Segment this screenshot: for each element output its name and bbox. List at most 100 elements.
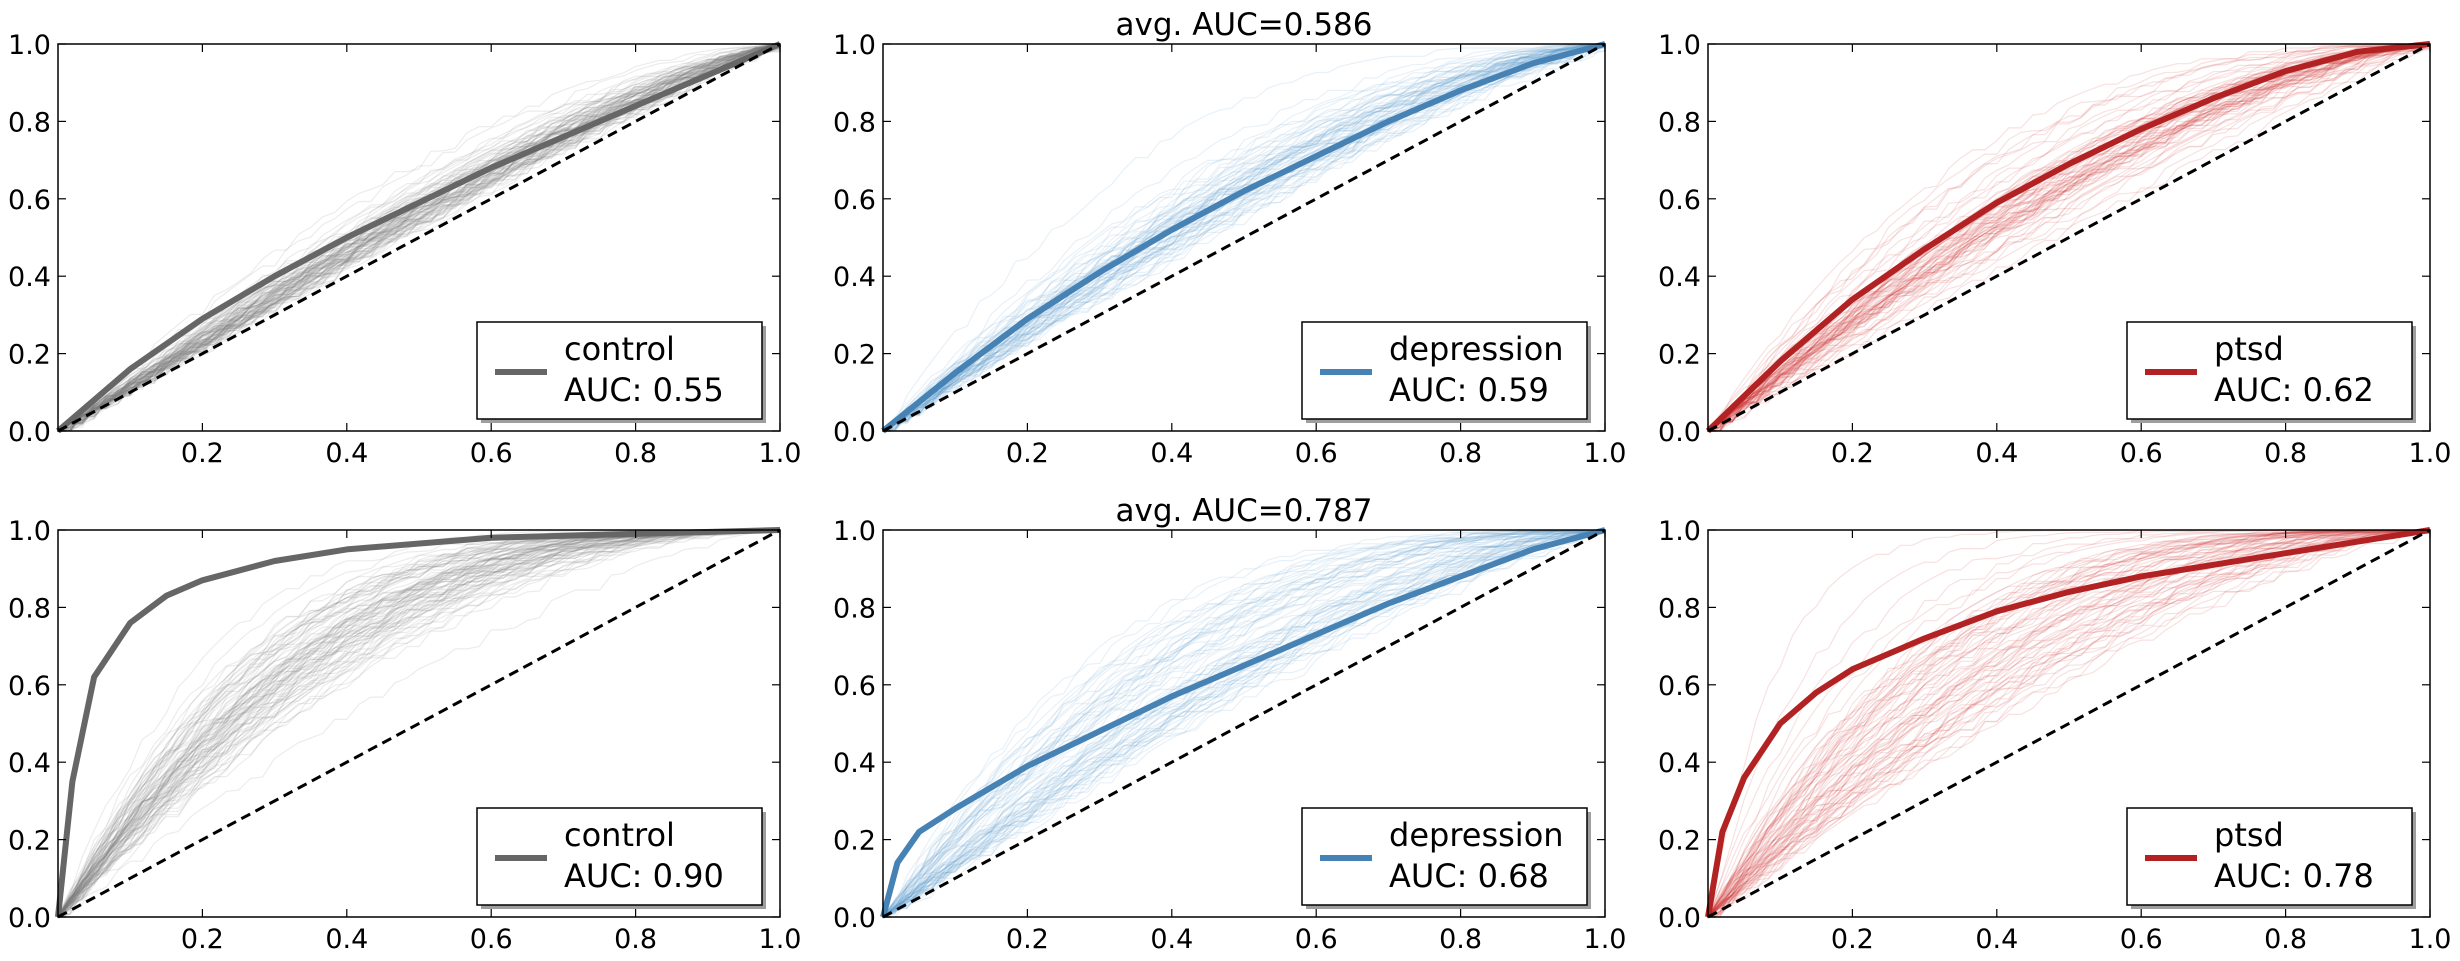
- roc-trace: [58, 530, 780, 917]
- roc-trace: [1708, 44, 2430, 431]
- roc-trace: [883, 44, 1605, 431]
- roc-trace: [883, 44, 1605, 431]
- x-tick-label: 0.2: [1831, 924, 1874, 955]
- roc-trace: [883, 530, 1605, 917]
- roc-trace: [1708, 530, 2430, 917]
- x-tick-label: 0.6: [470, 924, 513, 955]
- row-title: avg. AUC=0.586: [1116, 7, 1373, 43]
- roc-panel-control: 0.0 0.2 0.4 0.6 0.8 1.0 0.2 0.4 0.6 0.8 1.0 control…: [8, 516, 801, 955]
- roc-trace: [58, 530, 780, 917]
- x-tick-label: 0.8: [614, 438, 657, 469]
- roc-trace: [58, 44, 780, 431]
- roc-panel-ptsd: 0.0 0.2 0.4 0.6 0.8 1.0 0.2 0.4 0.6 0.8 1.0 ptsdAUC…: [1658, 516, 2451, 955]
- roc-trace: [1708, 530, 2430, 917]
- roc-trace: [1708, 530, 2430, 917]
- roc-trace: [58, 45, 780, 431]
- roc-trace: [883, 530, 1605, 917]
- roc-trace: [1708, 530, 2430, 917]
- roc-trace: [58, 45, 780, 431]
- roc-trace: [1708, 530, 2430, 917]
- axes-frame: [57, 43, 781, 432]
- roc-trace: [1708, 44, 2430, 431]
- roc-trace: [883, 46, 1605, 431]
- roc-trace: [883, 47, 1605, 431]
- x-tick-label: 0.6: [2120, 924, 2163, 955]
- roc-trace: [58, 530, 780, 917]
- roc-panel-control: 0.0 0.2 0.4 0.6 0.8 1.0 0.2 0.4 0.6 0.8 1.0 control…: [8, 30, 801, 469]
- y-tick-label: 0.6: [8, 671, 51, 702]
- roc-trace: [1708, 530, 2430, 917]
- roc-trace: [883, 45, 1605, 431]
- x-tick-label: 0.8: [1439, 438, 1482, 469]
- roc-trace: [1708, 530, 2430, 917]
- x-tick-label: 1.0: [1584, 438, 1627, 469]
- roc-trace: [1708, 530, 2430, 917]
- roc-trace: [58, 44, 780, 431]
- y-tick-label: 0.8: [1658, 107, 1701, 138]
- roc-trace: [1708, 44, 2430, 431]
- y-tick-label: 0.8: [833, 593, 876, 624]
- roc-trace: [1708, 44, 2430, 431]
- legend-label: depression: [1389, 330, 1564, 368]
- roc-trace: [1708, 45, 2430, 431]
- roc-panel-depression: 0.0 0.2 0.4 0.6 0.8 1.0 0.2 0.4 0.6 0.8 1.0 depress…: [833, 516, 1626, 955]
- roc-trace: [883, 44, 1605, 431]
- x-tick-label: 0.6: [2120, 438, 2163, 469]
- roc-trace: [883, 530, 1605, 917]
- roc-trace: [1708, 530, 2430, 917]
- roc-trace: [883, 530, 1605, 917]
- roc-trace: [1708, 530, 2430, 917]
- roc-trace: [883, 530, 1605, 917]
- roc-trace: [883, 530, 1605, 917]
- roc-trace: [1708, 530, 2430, 917]
- roc-trace: [1708, 44, 2430, 431]
- x-tick-label: 0.2: [1006, 438, 1049, 469]
- y-tick-label: 0.4: [833, 748, 876, 779]
- roc-trace: [1708, 530, 2430, 917]
- x-tick-label: 0.4: [1150, 924, 1193, 955]
- x-tick-label: 0.4: [1975, 924, 2018, 955]
- roc-trace: [883, 530, 1605, 917]
- roc-trace: [1708, 530, 2430, 917]
- roc-trace: [883, 47, 1605, 431]
- y-tick-label: 0.2: [833, 340, 876, 371]
- roc-trace: [58, 44, 780, 431]
- roc-trace: [58, 44, 780, 431]
- roc-trace: [58, 530, 780, 917]
- roc-trace: [58, 44, 780, 431]
- x-tick-label: 0.4: [1150, 438, 1193, 469]
- roc-trace: [883, 44, 1605, 431]
- y-tick-label: 0.6: [1658, 671, 1701, 702]
- roc-trace: [1708, 44, 2430, 431]
- roc-trace: [883, 44, 1605, 431]
- roc-traces: [883, 530, 1605, 917]
- y-tick-label: 0.6: [8, 185, 51, 216]
- x-tick-label: 0.6: [470, 438, 513, 469]
- legend-label: ptsd: [2214, 330, 2284, 368]
- roc-trace: [883, 530, 1605, 917]
- roc-trace: [58, 530, 780, 917]
- roc-trace: [1708, 530, 2430, 917]
- roc-trace: [58, 46, 780, 431]
- roc-trace: [883, 44, 1605, 431]
- legend-auc: AUC: 0.59: [1389, 371, 1549, 409]
- legend-label: control: [564, 816, 675, 854]
- roc-trace: [1708, 530, 2430, 917]
- roc-trace: [58, 44, 780, 431]
- y-tick-label: 1.0: [1658, 516, 1701, 547]
- roc-trace: [1708, 45, 2430, 431]
- roc-trace: [1708, 44, 2430, 431]
- roc-trace: [1708, 530, 2430, 917]
- roc-trace: [883, 530, 1605, 917]
- roc-trace: [58, 530, 780, 917]
- roc-trace: [58, 44, 780, 431]
- roc-trace: [1708, 530, 2430, 917]
- roc-trace: [1708, 44, 2430, 431]
- roc-trace: [1708, 44, 2430, 431]
- roc-trace: [1708, 44, 2430, 431]
- roc-trace: [1708, 44, 2430, 431]
- roc-trace: [1708, 44, 2430, 431]
- legend-auc: AUC: 0.62: [2214, 371, 2374, 409]
- roc-trace: [58, 44, 780, 431]
- mean-roc-curve: [881, 41, 1606, 434]
